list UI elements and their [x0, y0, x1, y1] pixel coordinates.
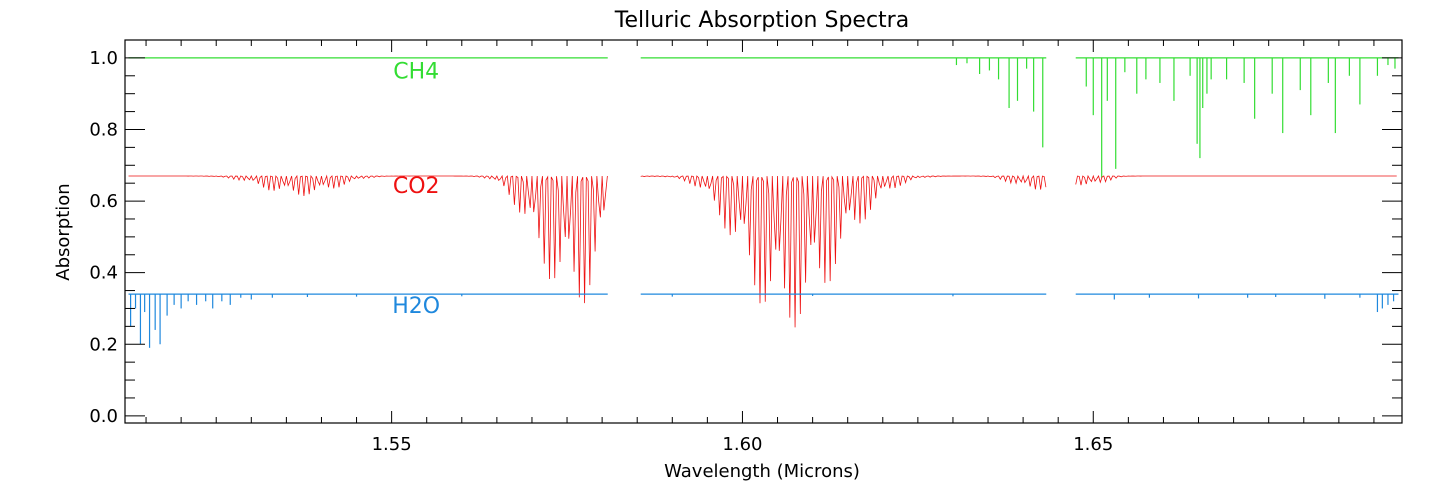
series-co2: CO2	[128, 174, 1397, 328]
y-tick-label: 0.6	[89, 191, 118, 212]
axis-ticks: 1.55 1.60 1.65 0.0 0.2 0.4 0.6 0.8 1.0	[89, 39, 1402, 455]
y-tick-label: 0.0	[89, 406, 118, 427]
y-tick-label: 1.0	[89, 48, 118, 69]
x-tick-label: 1.60	[722, 434, 762, 455]
plot-frame	[124, 39, 1403, 424]
series-co2-segment	[640, 174, 1047, 328]
chart-title: Telluric Absorption Spectra	[614, 8, 909, 33]
x-axis-label: Wavelength (Microns)	[664, 461, 860, 482]
y-axis-label: Absorption	[53, 183, 74, 280]
plot-area: CH4 CO2 H2O	[128, 57, 1399, 348]
y-tick-label: 0.4	[89, 263, 118, 284]
series-label-h2o: H2O	[392, 294, 440, 319]
series-h2o: H2O	[128, 293, 1399, 348]
series-ch4: CH4	[128, 57, 1399, 178]
series-co2-segment	[1075, 174, 1397, 186]
series-label-co2: CO2	[393, 174, 440, 199]
series-co2-segment	[128, 174, 608, 304]
x-tick-label: 1.65	[1073, 434, 1113, 455]
y-tick-label: 0.2	[89, 334, 118, 355]
x-tick-label: 1.55	[372, 434, 412, 455]
series-label-ch4: CH4	[393, 59, 439, 84]
y-tick-label: 0.8	[89, 119, 118, 140]
